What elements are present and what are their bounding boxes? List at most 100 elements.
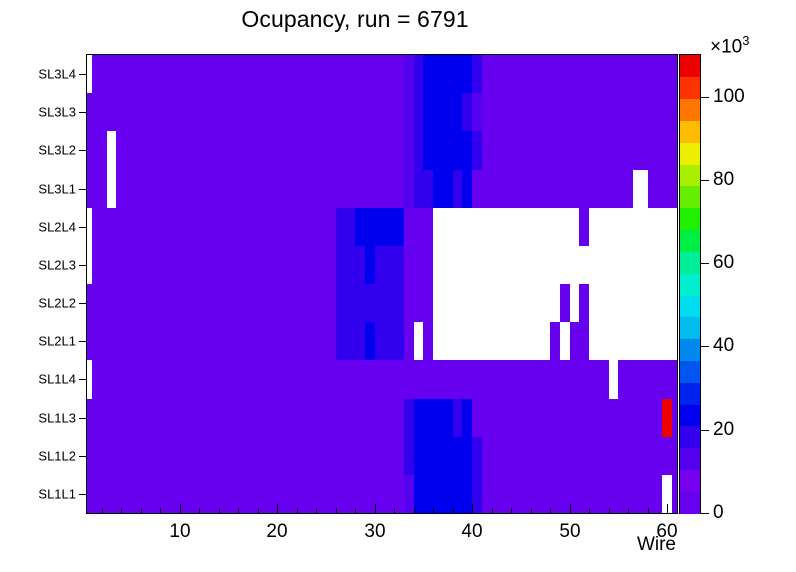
colorbar-band [680,76,700,100]
colorbar-band [680,425,700,449]
heatmap-cell [403,131,414,171]
heatmap-cell [472,474,482,513]
heatmap-cell [423,55,473,94]
heatmap-cell [364,245,375,285]
x-axis-tick [160,508,161,514]
heatmap-cell [374,322,404,361]
heatmap-cell [116,169,404,209]
heatmap-cell [423,322,434,361]
colorbar-label-20: 20 [713,419,735,440]
x-axis-tick [277,504,278,514]
heatmap-cell [91,55,404,94]
colorbar-band [680,469,700,492]
y-axis-label-sl2l3: SL2L3 [38,257,76,273]
y-axis-tick [79,379,87,380]
heatmap-cell [472,55,482,94]
x-axis-tick [375,504,376,514]
heatmap-cell [413,322,424,361]
heatmap-cell [579,207,590,247]
heatmap-cell [87,398,404,438]
x-axis-tick [453,508,454,514]
heatmap-cell [413,131,424,171]
x-axis-label-50: 50 [559,521,581,542]
colorbar-band [680,273,700,296]
y-axis-tick [79,150,87,151]
heatmap-cell [403,398,414,438]
colorbar-band [680,447,700,470]
heatmap-cell [87,436,404,476]
x-axis-tick [121,508,122,514]
colorbar-band [680,120,700,143]
colorbar-label-40: 40 [713,335,735,356]
x-axis-tick [531,508,532,514]
y-axis-tick [79,74,87,75]
colorbar-band [680,142,700,165]
heatmap-cell [462,398,473,438]
colorbar-band [680,164,700,187]
colorbar: 0 20 40 60 80 100 [679,54,745,523]
colorbar-tick [700,513,709,514]
heatmap-cell [413,55,424,94]
colorbar-band [680,294,700,318]
heatmap-cell [91,207,336,247]
heatmap-cell [618,360,677,400]
colorbar-tick [700,180,709,181]
heatmap-cell [335,245,365,285]
heatmap-cell [355,207,365,247]
x-axis-tick [199,508,200,514]
heatmap-cell [442,169,453,209]
heatmap-cell [433,284,560,323]
colorbar-band [680,229,700,252]
x-axis-tick [648,508,649,514]
heatmap-cell [472,93,482,132]
heatmap-cell [374,245,404,285]
x-axis-tick [219,508,220,514]
x-axis-tick [102,508,103,514]
heatmap-cell [633,169,648,209]
heatmap-cell [87,93,404,132]
heatmap-cell [87,284,336,323]
y-axis-label-sl2l1: SL2L1 [38,333,76,349]
x-axis-tick [336,508,337,514]
heatmap-cell [91,360,609,400]
heatmap-cell [472,169,634,209]
x-axis-tick [258,508,259,514]
x-axis-tick [472,504,473,514]
heatmap-cells [87,55,677,513]
colorbar-label-60: 60 [713,252,735,273]
y-axis-label-sl1l2: SL1L2 [38,448,76,464]
heatmap-cell [559,322,570,361]
heatmap-cell [106,169,117,209]
y-axis-tick [79,303,87,304]
heatmap-cell [413,436,473,476]
x-axis-title: Wire [636,534,676,555]
heatmap-cell [403,284,434,323]
x-axis-tick [394,508,395,514]
colorbar-band [680,251,700,274]
x-axis-tick [355,508,356,514]
x-axis-tick [492,508,493,514]
y-axis-tick [79,341,87,342]
heatmap-cell [116,131,404,171]
heatmap-cell [87,55,92,94]
x-axis-tick [433,508,434,514]
y-axis-tick [79,265,87,266]
heatmap-cell [433,169,443,209]
y-axis-label-sl2l4: SL2L4 [38,219,76,235]
y-axis-label-sl3l1: SL3L1 [38,181,76,197]
y-axis-tick [79,456,87,457]
heatmap-cell [433,207,580,247]
colorbar-band [680,382,700,405]
heatmap-cell [481,93,677,132]
x-axis-tick [570,504,571,514]
heatmap-cell [423,131,473,171]
heatmap-cell [87,207,92,247]
x-axis-label-60: 60 [656,521,678,542]
heatmap-cell [91,245,336,285]
heatmap-cell [87,474,404,513]
heatmap-cell [364,207,375,247]
heatmap-cell [662,474,673,513]
heatmap-cell [87,169,107,209]
x-axis-label-10: 10 [169,521,191,542]
